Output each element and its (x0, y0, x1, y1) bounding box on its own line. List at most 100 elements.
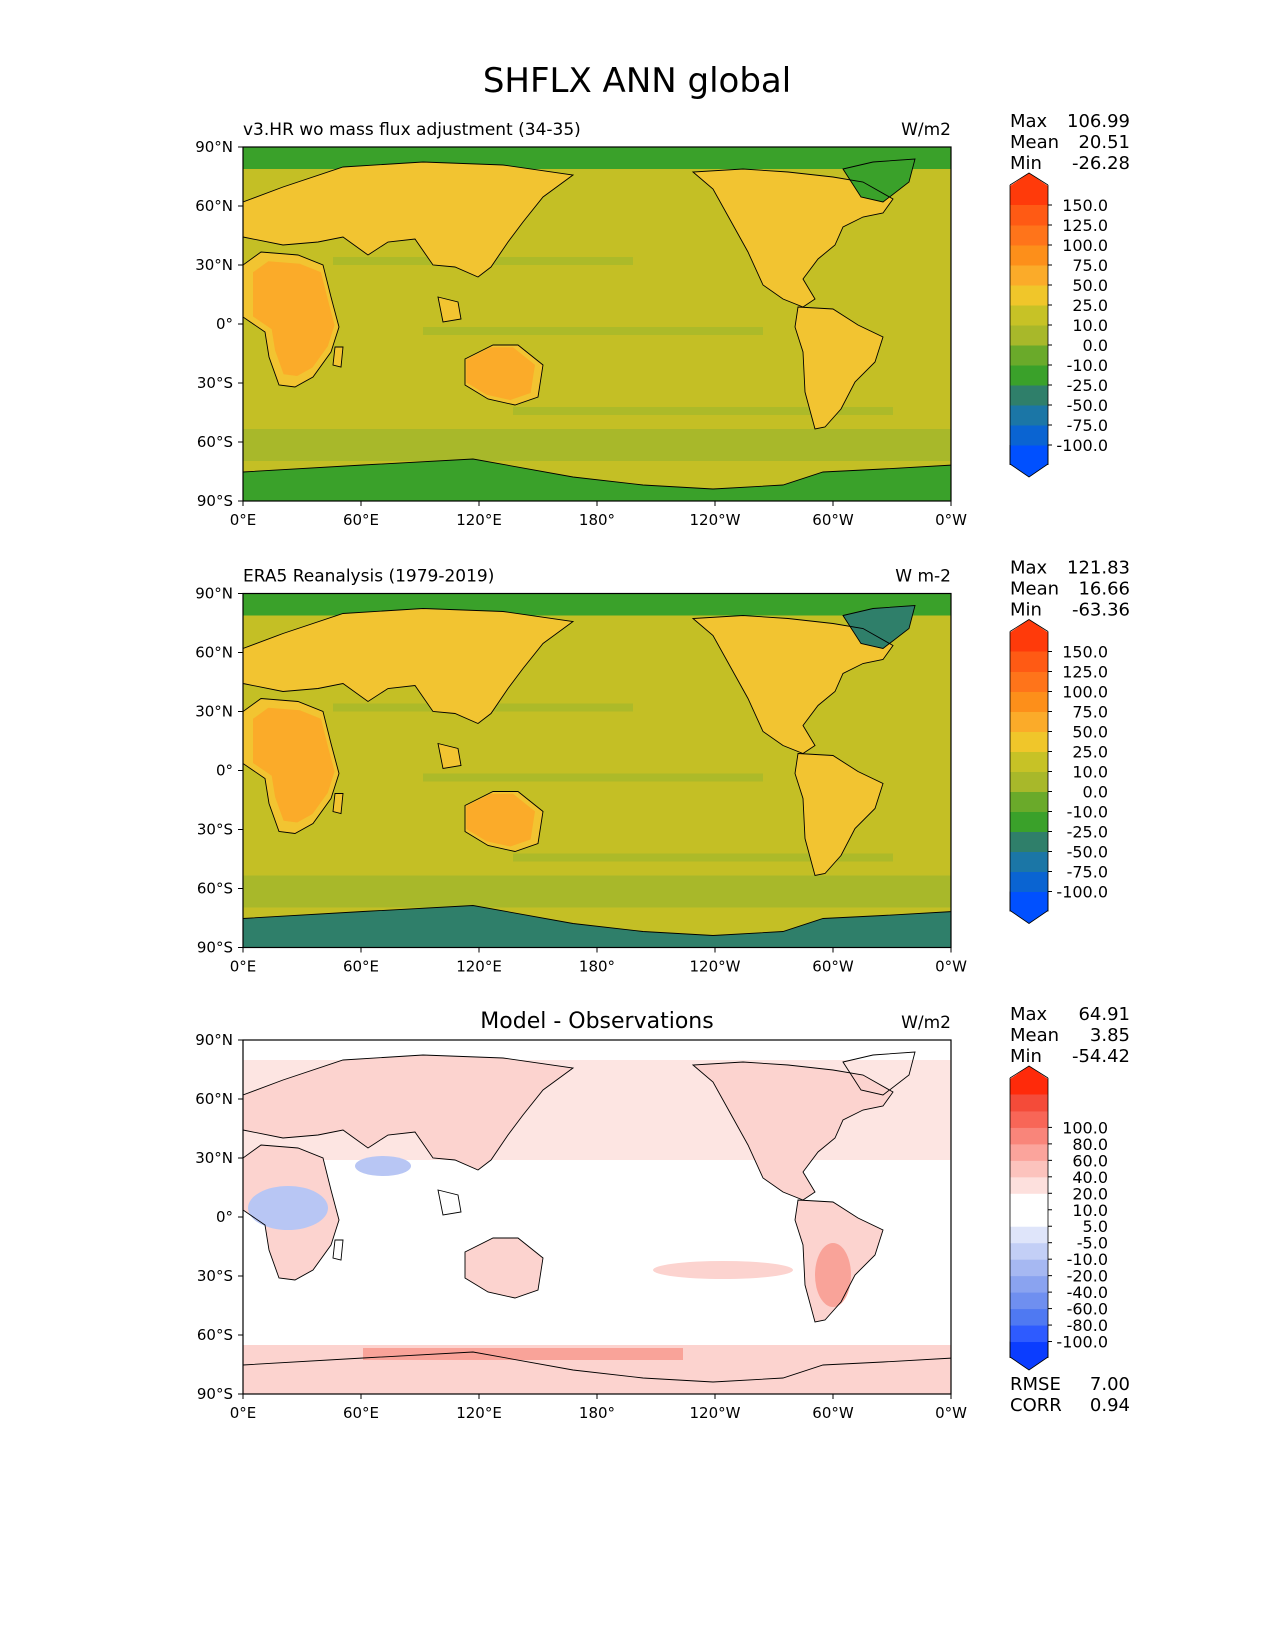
colorbar-tick-label: 10.0 (1072, 316, 1108, 335)
colorbar-segment (1010, 1275, 1048, 1293)
land-americaS (795, 753, 883, 876)
map-field (243, 593, 951, 948)
stat-label-mean: Mean (1010, 579, 1059, 600)
colorbar-segment (1010, 1110, 1048, 1128)
colorbar-segment (1010, 1308, 1048, 1326)
coastline-americaN (691, 615, 894, 755)
stat-label-max: Max (1010, 1004, 1048, 1025)
colorbar-segment (1010, 1259, 1048, 1277)
land-eurasia (243, 162, 573, 277)
coastline-antarctic (243, 905, 951, 948)
y-tick-label: 0° (216, 1208, 233, 1226)
colorbar-tick-label: 100.0 (1062, 236, 1108, 255)
colorbar-tick-label: 50.0 (1072, 276, 1108, 295)
x-tick-label: 60°E (343, 511, 379, 529)
stat-value-min: -26.28 (1072, 153, 1130, 174)
diff-africa-blue (248, 1186, 328, 1230)
colorbar-tick-label: 0.0 (1083, 783, 1108, 802)
coastline-madag (332, 1239, 344, 1261)
colorbar-tick-label: -60.0 (1067, 1300, 1108, 1319)
x-tick-label: 180° (579, 1404, 615, 1422)
y-tick-label: 60°S (197, 880, 233, 898)
southern-ocean-band (243, 429, 951, 461)
stat-label-min: Min (1010, 1046, 1042, 1067)
diff-india-blue (355, 1156, 411, 1176)
colorbar-tick-label: 25.0 (1072, 296, 1108, 315)
colorbar-extend-low (1010, 445, 1048, 477)
colorbar-tick-label: -10.0 (1067, 803, 1108, 822)
hot-africa (253, 707, 335, 823)
x-tick-label: 60°W (812, 511, 854, 529)
land-borneo (438, 297, 461, 322)
panel-units: W m-2 (895, 567, 951, 587)
stat-label-max: Max (1010, 558, 1048, 579)
colorbar-tick-label: -20.0 (1067, 1267, 1108, 1286)
colorbar-tick-label: 25.0 (1072, 743, 1108, 762)
panel-title: Model - Observations (480, 1009, 713, 1034)
stat-label-min: Min (1010, 153, 1042, 174)
coastline-americaS (794, 306, 884, 430)
colorbar-segment (1010, 711, 1048, 732)
colorbar-tick-label: -80.0 (1067, 1316, 1108, 1335)
x-tick-label: 60°E (343, 1404, 379, 1422)
land-madag (333, 793, 343, 814)
x-tick-label: 60°W (812, 1404, 854, 1422)
x-tick-label: 120°E (456, 958, 502, 976)
colorbar-segment (1010, 691, 1048, 712)
colorbar-segment (1010, 1325, 1048, 1343)
colorbar-segment (1010, 651, 1048, 672)
colorbar-segment (1010, 1226, 1048, 1244)
colorbar-segment (1010, 1127, 1048, 1145)
land-americaN (693, 615, 893, 754)
colorbar-tick-label: 10.0 (1072, 763, 1108, 782)
stat-label-corr: CORR (1010, 1395, 1062, 1416)
hot-africa (253, 261, 335, 376)
colorbar-tick-label: 100.0 (1062, 683, 1108, 702)
figure-title: SHFLX ANN global (483, 61, 791, 101)
colorbar-tick-label: 75.0 (1072, 256, 1108, 275)
land-eurasia (243, 608, 573, 724)
colorbar-segment (1010, 365, 1048, 386)
land-greenland (843, 605, 915, 649)
x-tick-label: 60°E (343, 958, 379, 976)
colorbar-extend-low (1010, 891, 1048, 924)
y-tick-label: 30°S (197, 374, 233, 392)
coastline-australia (464, 1237, 544, 1299)
arctic-band (243, 593, 951, 616)
colorbar-outline-top (1009, 619, 1049, 632)
colorbar-tick-label: -40.0 (1067, 1283, 1108, 1302)
colorbar-tick-label: -50.0 (1067, 396, 1108, 415)
colorbar-segment (1010, 1143, 1048, 1161)
stat-value-mean: 20.51 (1078, 132, 1130, 153)
coastline-africa (243, 698, 340, 834)
y-tick-label: 90°N (195, 1031, 233, 1049)
coastline-africa (243, 1144, 340, 1281)
map-diff (242, 1039, 952, 1395)
colorbar-segment (1010, 811, 1048, 832)
y-tick-label: 60°S (197, 1326, 233, 1344)
colorbar-segment (1010, 731, 1048, 752)
map-field (243, 1040, 951, 1394)
colorbar-segment (1010, 325, 1048, 346)
coastline-borneo (437, 296, 462, 323)
coastline-eurasia (243, 161, 575, 278)
colorbar-tick-label: -100.0 (1056, 1333, 1108, 1352)
colorbar-tick-label: -75.0 (1067, 863, 1108, 882)
coastline-borneo (437, 742, 462, 770)
x-tick-label: 0°E (230, 1404, 257, 1422)
colorbar-tick-label: -25.0 (1067, 823, 1108, 842)
colorbar-tick-label: 0.0 (1083, 336, 1108, 355)
y-tick-label: 90°S (197, 939, 233, 957)
y-tick-label: 30°S (197, 821, 233, 839)
y-tick-label: 30°N (195, 256, 233, 274)
coastline-greenland (842, 158, 916, 203)
coastline-americaN (691, 1061, 894, 1201)
colorbar-tick-label: -5.0 (1077, 1234, 1108, 1253)
colorbar-segment (1010, 245, 1048, 266)
diff-land-eurasia (243, 1055, 573, 1170)
colorbar-segment (1010, 205, 1048, 226)
colorbar-segment (1010, 265, 1048, 286)
colorbar-segment (1010, 1242, 1048, 1260)
coastline-greenland (842, 605, 916, 649)
